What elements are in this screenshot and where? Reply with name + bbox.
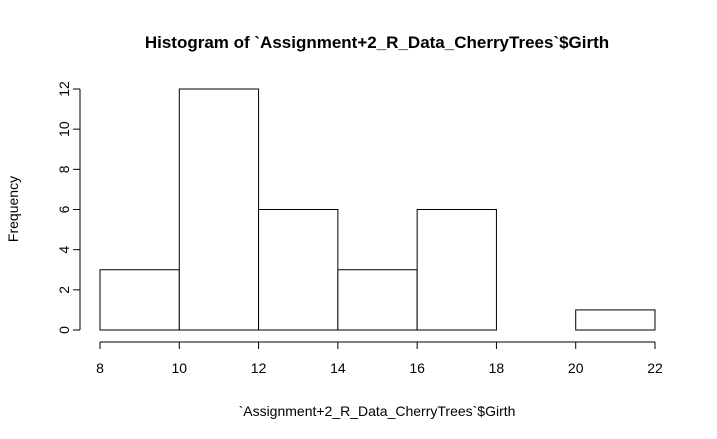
y-axis: 0 2 4 6 8 10 12	[56, 81, 81, 334]
x-tick-label: 14	[330, 360, 346, 376]
histogram-bar-16-18	[416, 209, 497, 331]
x-tick-label: 20	[568, 360, 584, 376]
x-tick-label: 10	[171, 360, 187, 376]
x-axis-label: `Assignment+2_R_Data_CherryTrees`$Girth	[239, 403, 516, 419]
y-tick-label: 8	[56, 165, 72, 173]
bars-layer	[99, 88, 656, 331]
y-tick-label: 10	[56, 121, 72, 137]
histogram-bar-8-10	[99, 269, 180, 331]
y-tick-label: 2	[56, 286, 72, 294]
y-axis-label: Frequency	[5, 176, 21, 242]
y-tick-label: 6	[56, 205, 72, 213]
x-tick-label: 18	[489, 360, 505, 376]
x-tick-label: 8	[96, 360, 104, 376]
y-tick-label: 4	[56, 246, 72, 254]
x-tick-label: 12	[251, 360, 267, 376]
chart-title: Histogram of `Assignment+2_R_Data_Cherry…	[145, 33, 609, 52]
x-tick-label: 22	[647, 360, 663, 376]
histogram-bar-10-12	[178, 88, 260, 331]
histogram-bar-20-22	[575, 309, 656, 331]
y-tick-label: 12	[56, 81, 72, 97]
histogram-bar-14-16	[337, 269, 418, 331]
histogram-bar-12-14	[258, 209, 339, 331]
y-tick-label: 0	[56, 326, 72, 334]
x-axis: 8 10 12 14 16 18 20 22	[96, 341, 663, 376]
x-tick-label: 16	[409, 360, 425, 376]
